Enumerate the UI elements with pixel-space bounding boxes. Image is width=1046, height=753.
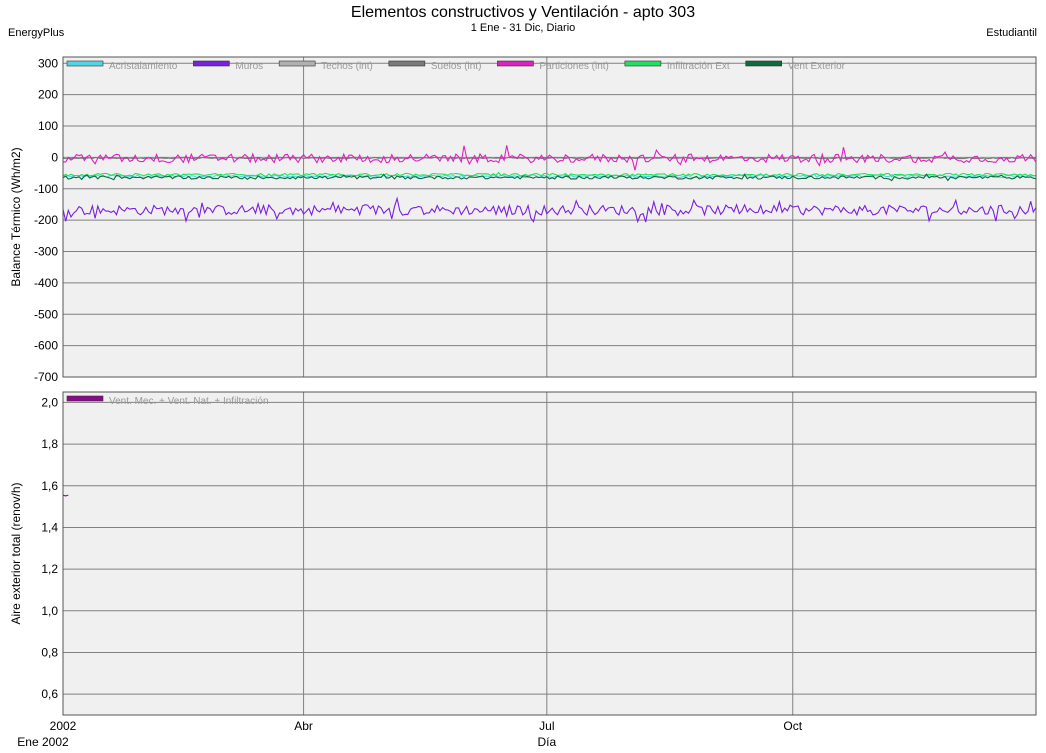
chart-subtitle: 1 Ene - 31 Dic, Diario (470, 22, 576, 34)
series-line-muros (62, 196, 1037, 224)
legend-label: Techos (int) (321, 61, 373, 72)
x-axis-start-label: Ene 2002 (17, 735, 69, 749)
legend-label: Particiones (int) (539, 61, 608, 72)
y-tick-label: 100 (38, 119, 58, 133)
legend-swatch (193, 60, 230, 67)
x-tick-label: Abr (294, 719, 313, 733)
y-tick-label: 1,0 (41, 604, 58, 618)
y-axis-label: Aire exterior total (renov/h) (9, 482, 23, 624)
legend-swatch (497, 60, 534, 67)
y-tick-label: 0,6 (41, 687, 58, 701)
x-tick-label: 2002 (50, 719, 77, 733)
legend-label: Infiltración Ext (667, 61, 730, 72)
y-tick-label: -500 (34, 307, 58, 321)
y-tick-label: 0,8 (41, 645, 58, 659)
plot-area-2 (63, 392, 1036, 715)
y-tick-label: 1,4 (41, 520, 58, 534)
legend-swatch (388, 60, 426, 67)
y-tick-label: -400 (34, 276, 58, 290)
legend-swatch (278, 60, 316, 67)
y-tick-label: 300 (38, 56, 58, 70)
y-tick-label: 200 (38, 88, 58, 102)
y-tick-label: -600 (34, 339, 58, 353)
y-tick-label: -100 (34, 182, 58, 196)
user-label: Estudiantil (986, 27, 1037, 39)
legend-swatch (66, 60, 104, 67)
y-tick-label: 1,8 (41, 437, 58, 451)
legend-label: Vent. Mec. + Vent. Nat. + Infiltración (109, 396, 269, 407)
legend-label: Vent Exterior (788, 61, 846, 72)
legend-label: Suelos (int) (431, 61, 482, 72)
y-tick-label: 1,2 (41, 562, 58, 576)
series-line-particiones-int- (63, 145, 1037, 171)
y-tick-label: 2,0 (41, 395, 58, 409)
software-label: EnergyPlus (8, 27, 65, 39)
plot-frame (62, 391, 1037, 716)
plot-frame (62, 56, 1037, 378)
x-axis-label: Día (537, 735, 556, 749)
chart-title: Elementos constructivos y Ventilación - … (350, 4, 696, 21)
legend-label: Acristalamiento (109, 61, 178, 72)
x-tick-label: Oct (783, 719, 802, 733)
y-tick-label: -700 (34, 370, 58, 384)
y-tick-label: 0 (51, 150, 58, 164)
legend-label: Muros (235, 61, 263, 72)
y-tick-label: 1,6 (41, 479, 58, 493)
legend-swatch (745, 60, 783, 67)
series-line-infiltraci-n-ext (62, 171, 1036, 178)
legend-swatch (624, 60, 662, 67)
y-tick-label: -300 (34, 245, 58, 259)
y-tick-label: -200 (34, 213, 58, 227)
legend-swatch (66, 395, 104, 402)
series-line-vent-mec-vent-nat-infiltraci-n (62, 494, 69, 497)
series-line-vent-exterior (62, 173, 1037, 182)
y-axis-label: Balance Térmico (Wh/m2) (9, 147, 23, 286)
x-tick-label: Jul (539, 719, 554, 733)
plot-area-1 (63, 57, 1036, 377)
